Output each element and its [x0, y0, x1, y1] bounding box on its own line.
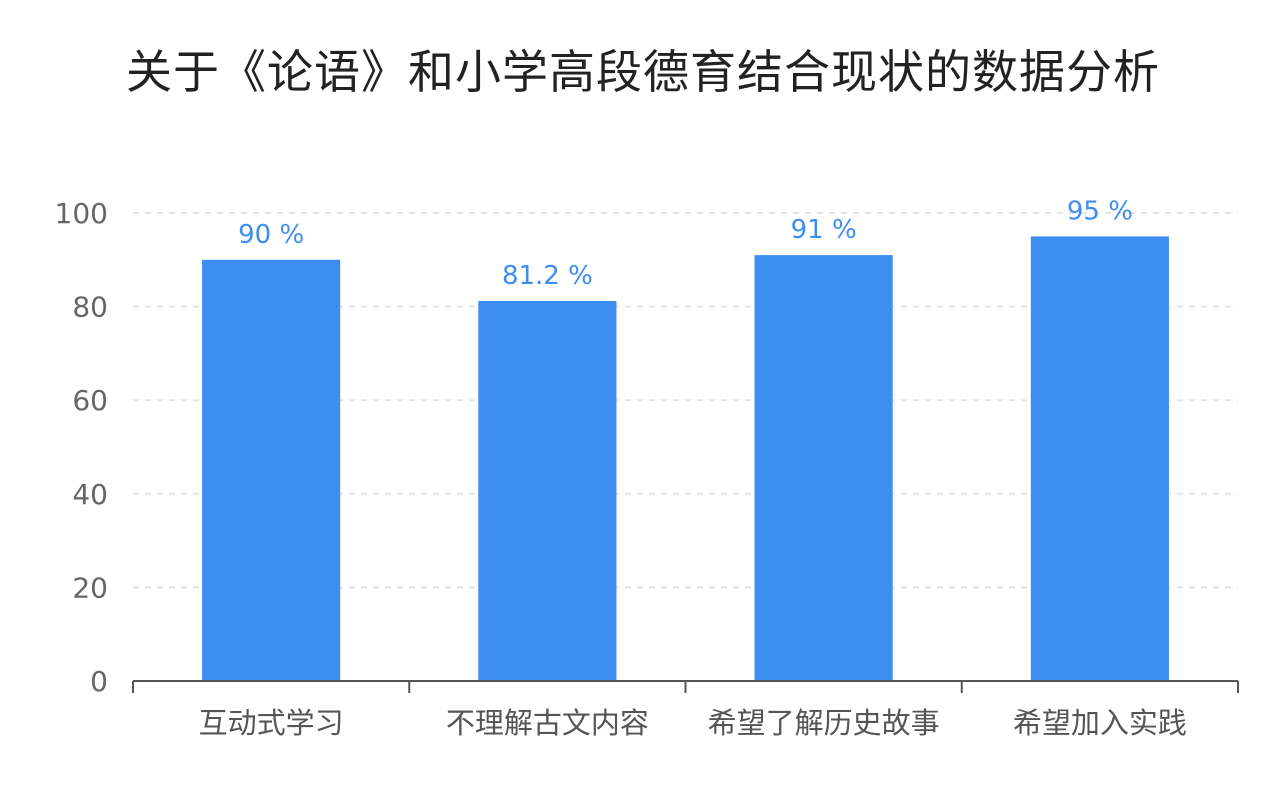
bar [754, 255, 893, 681]
x-category-label: 希望加入实践 [1013, 706, 1187, 740]
bars [202, 236, 1169, 681]
data-label: 81.2 % [502, 261, 593, 291]
y-tick-label: 60 [72, 384, 108, 417]
bar [478, 300, 617, 681]
y-tick-label: 40 [72, 478, 108, 511]
y-tick-label: 0 [90, 665, 108, 698]
x-axis [132, 680, 1239, 693]
x-category-label: 不理解古文内容 [446, 706, 649, 740]
y-tick-label: 20 [72, 571, 108, 604]
data-label: 90 % [238, 220, 304, 250]
chart-title: 关于《论语》和小学高段德育结合现状的数据分析 [126, 45, 1160, 99]
x-category-label: 希望了解历史故事 [708, 706, 940, 740]
x-axis-categories: 互动式学习 不理解古文内容 希望了解历史故事 希望加入实践 [199, 706, 1187, 740]
y-axis-ticks: 0 20 40 60 80 100 [55, 197, 108, 698]
x-category-label: 互动式学习 [199, 706, 344, 740]
y-tick-label: 80 [72, 291, 108, 324]
data-label: 91 % [791, 215, 857, 245]
bar [202, 259, 341, 681]
data-labels: 90 % 81.2 % 91 % 95 % [238, 196, 1133, 291]
bar [1030, 236, 1169, 681]
y-tick-label: 100 [55, 197, 108, 230]
data-label: 95 % [1067, 196, 1133, 226]
